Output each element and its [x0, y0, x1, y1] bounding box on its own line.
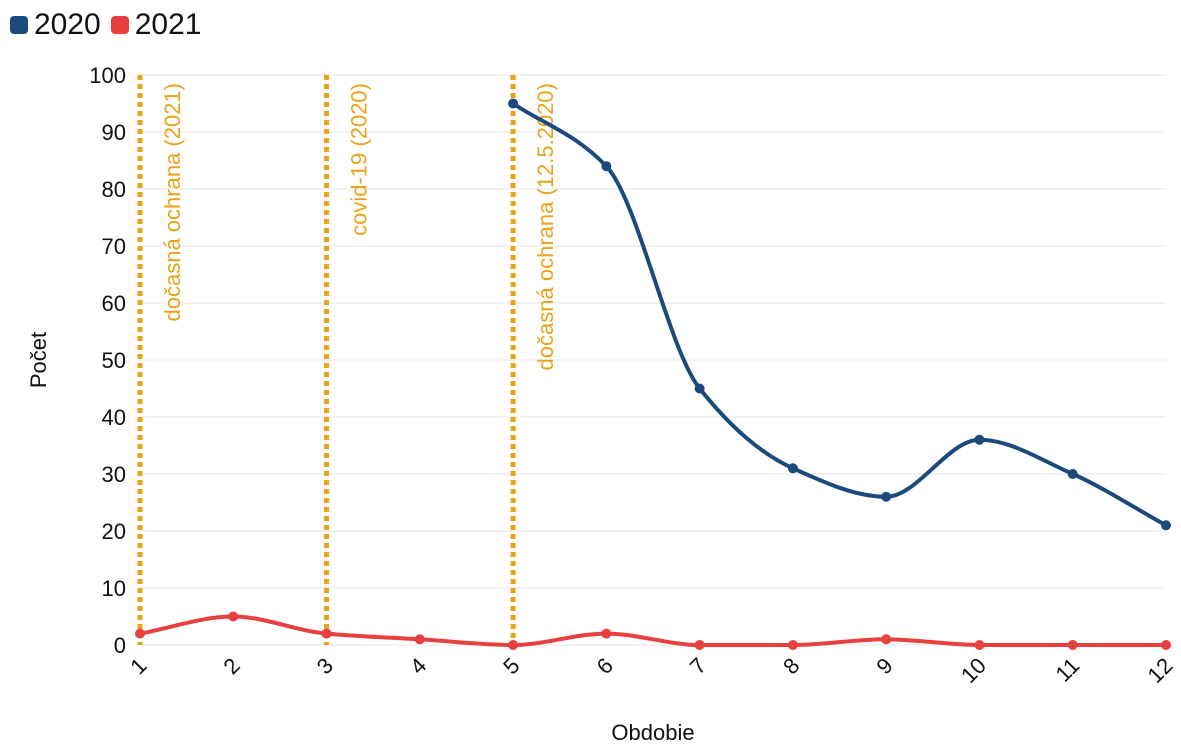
- legend-item-2020[interactable]: 2020: [10, 8, 101, 42]
- data-point-2021-9: [881, 634, 892, 645]
- legend-swatch-2020: [10, 16, 28, 34]
- series-line-2020: [511, 101, 1167, 528]
- data-point-2021-2: [228, 611, 239, 622]
- x-tick-label-7: 7: [685, 653, 711, 679]
- annotation-label-3: dočasná ochrana (12.5.2020): [533, 83, 558, 370]
- legend-swatch-2021: [110, 16, 129, 34]
- data-point-2020-7: [694, 383, 705, 394]
- data-point-2021-6: [601, 628, 612, 639]
- data-point-2020-12: [1161, 520, 1171, 531]
- y-tick-label-60: 60: [102, 291, 126, 316]
- data-point-2020-11: [1067, 469, 1078, 479]
- x-tick-label-2: 2: [218, 653, 244, 679]
- series-line-2021: [139, 614, 1166, 648]
- y-tick-label-70: 70: [102, 234, 126, 259]
- y-tick-label-30: 30: [102, 462, 126, 487]
- data-point-2021-12: [1161, 640, 1171, 650]
- x-tick-label-8: 8: [778, 653, 804, 679]
- y-tick-label-50: 50: [102, 348, 126, 373]
- x-tick-label-5: 5: [498, 653, 524, 679]
- x-tick-label-9: 9: [871, 653, 897, 679]
- legend-label-2021: 2021: [134, 8, 202, 41]
- y-tick-label-20: 20: [102, 519, 126, 544]
- x-tick-label-1: 1: [125, 653, 151, 679]
- x-tick-label-3: 3: [312, 653, 338, 679]
- data-point-2021-7: [694, 640, 705, 650]
- data-point-2021-1: [135, 628, 145, 639]
- data-point-2020-9: [881, 491, 892, 502]
- data-point-2021-5: [508, 640, 519, 650]
- x-tick-label-10: 10: [956, 653, 991, 688]
- y-tick-label-40: 40: [102, 405, 126, 430]
- legend-item-2021[interactable]: 2021: [110, 8, 202, 42]
- data-point-2021-10: [974, 640, 985, 650]
- data-point-2021-3: [321, 628, 332, 639]
- y-axis-title: Počet: [26, 332, 51, 388]
- data-point-2020-10: [974, 434, 985, 445]
- data-point-2020-6: [601, 161, 612, 172]
- y-tick-label-10: 10: [102, 576, 126, 601]
- data-point-2021-8: [787, 640, 798, 650]
- x-tick-label-6: 6: [592, 653, 618, 679]
- x-tick-label-12: 12: [1143, 653, 1178, 688]
- y-tick-label-100: 100: [89, 63, 126, 88]
- data-point-2021-11: [1067, 640, 1078, 650]
- y-tick-label-0: 0: [114, 633, 126, 658]
- annotation-label-2: covid-19 (2020): [347, 83, 372, 236]
- annotation-label-1: dočasná ochrana (2021): [160, 83, 185, 322]
- data-point-2020-8: [787, 463, 798, 474]
- data-point-2020-5: [508, 98, 519, 109]
- y-tick-label-90: 90: [102, 120, 126, 145]
- x-axis-title: Obdobie: [611, 720, 694, 744]
- x-tick-label-11: 11: [1050, 653, 1084, 687]
- y-tick-label-80: 80: [102, 177, 126, 202]
- x-tick-label-4: 4: [405, 653, 431, 679]
- legend: 2020 2021: [10, 8, 202, 42]
- legend-label-2020: 2020: [34, 8, 101, 41]
- data-point-2021-4: [414, 634, 425, 645]
